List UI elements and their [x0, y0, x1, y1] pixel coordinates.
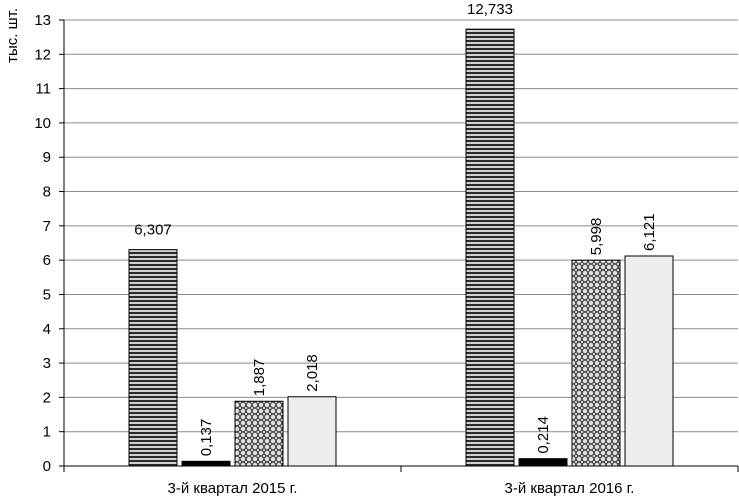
y-tick-label: 5	[43, 286, 51, 303]
y-tick-label: 13	[34, 12, 51, 29]
data-label: 6,121	[641, 213, 658, 251]
x-axis: 3-й квартал 2015 г. 3-й квартал 2016 г.	[63, 465, 739, 497]
data-label: 0,214	[535, 416, 552, 454]
y-tick-label: 10	[34, 115, 51, 132]
bar-series-4-2	[624, 255, 674, 467]
y-tick-label: 6	[43, 252, 51, 269]
data-label: 6,307	[134, 222, 172, 239]
data-label: 5,998	[588, 218, 605, 256]
y-tick-label: 12	[34, 46, 51, 63]
data-label: 12,733	[467, 1, 513, 18]
bars: 6,307 0,137 1,887 2,018 12,733 0,214 5,998 6,12…	[128, 1, 674, 467]
y-tick-label: 0	[43, 458, 51, 475]
bar-series-1-1	[128, 249, 178, 467]
data-label: 0,137	[198, 419, 215, 457]
y-tick-label: 3	[43, 355, 51, 372]
data-label: 1,887	[251, 359, 268, 397]
bar-series-3-2	[571, 259, 621, 467]
y-axis-label: тыс. шт.	[4, 8, 21, 63]
x-tick-label: 3-й квартал 2016 г.	[505, 480, 635, 497]
y-tick-label: 9	[43, 149, 51, 166]
y-tick-label: 4	[43, 321, 51, 338]
bar-series-2-1	[181, 460, 231, 467]
data-label: 2,018	[304, 354, 321, 392]
y-tick-label: 7	[43, 218, 51, 235]
bar-series-4-1	[287, 396, 337, 467]
y-tick-label: 1	[43, 424, 51, 441]
y-tick-label: 2	[43, 389, 51, 406]
x-tick-label: 3-й квартал 2015 г.	[168, 480, 298, 497]
y-tick-label: 11	[35, 81, 51, 98]
y-tick-label: 8	[43, 184, 51, 201]
bar-series-2-2	[518, 458, 568, 467]
bar-series-3-1	[234, 400, 284, 467]
bar-series-1-2	[465, 28, 515, 467]
